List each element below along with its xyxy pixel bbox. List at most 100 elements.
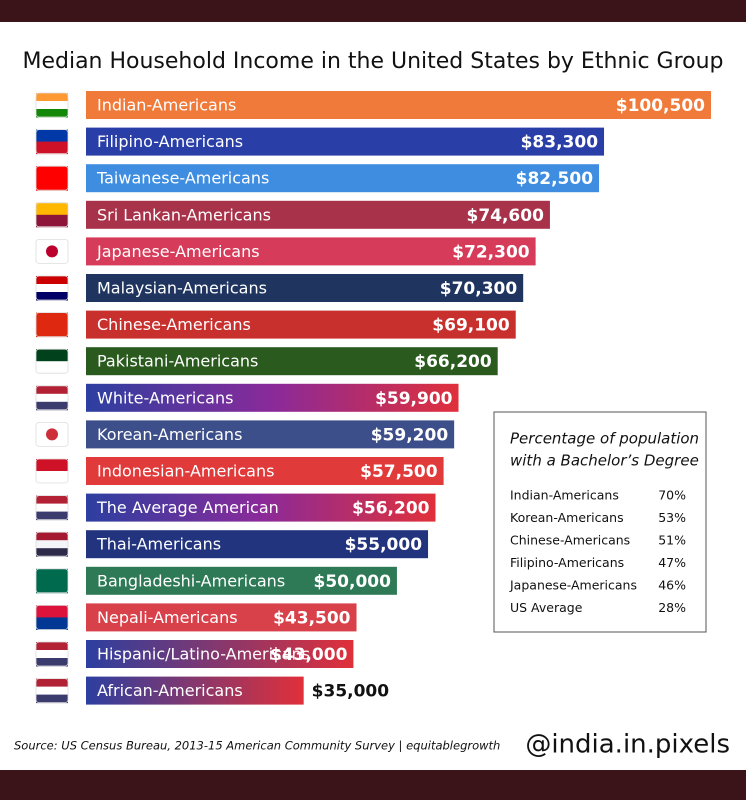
flag [46, 428, 58, 441]
bar [86, 530, 429, 559]
flag [36, 617, 68, 630]
bar-label: Indian-Americans [97, 96, 236, 115]
flag [36, 214, 68, 228]
value-label: $35,000 [312, 682, 390, 702]
inset-value: 46% [658, 578, 686, 593]
value-label: $55,000 [345, 535, 423, 555]
inset-box [493, 411, 707, 633]
flag [36, 568, 68, 582]
flag [46, 245, 58, 258]
value-label: $50,000 [314, 572, 392, 592]
flag [36, 292, 68, 301]
bar-label: Thai-Americans [96, 535, 221, 554]
value-label: $83,300 [521, 133, 599, 153]
flag [35, 129, 69, 155]
flag [36, 540, 68, 549]
value-label: $43,500 [273, 608, 351, 628]
bottom-band [0, 770, 746, 800]
flag [36, 312, 68, 326]
bar-label: Indonesian-Americans [97, 462, 274, 481]
value-label: $66,200 [414, 352, 492, 372]
flag [35, 495, 69, 521]
flag [36, 276, 68, 285]
value-label: $100,500 [616, 96, 705, 116]
flag [36, 694, 68, 704]
flag [36, 109, 68, 118]
flag [36, 434, 68, 447]
flag [36, 495, 68, 505]
bar [86, 603, 357, 632]
flag [35, 385, 69, 411]
inset-value: 47% [658, 555, 686, 570]
bar-label: Pakistani-Americans [97, 352, 258, 371]
flag [36, 548, 68, 557]
bar-label: Taiwanese-Americans [96, 169, 269, 188]
bar-label: Bangladeshi-Americans [97, 571, 285, 590]
flag [35, 275, 69, 301]
bar-label: Sri Lankan-Americans [97, 205, 271, 224]
bar [86, 640, 354, 668]
flag [36, 532, 68, 541]
bar [86, 383, 459, 412]
flag [36, 141, 68, 155]
flag [36, 503, 68, 513]
inset-label: Indian-Americans [510, 488, 619, 503]
flag [35, 238, 69, 264]
bar [86, 310, 516, 339]
flag [36, 385, 68, 395]
inset-value: 28% [658, 600, 686, 615]
flag [35, 348, 69, 374]
flag [36, 658, 68, 667]
value-label: $82,500 [516, 169, 594, 189]
flag [36, 93, 68, 102]
handle: @india.in.pixels [525, 730, 730, 760]
inset-title: with a Bachelor’s Degree [510, 452, 699, 470]
flag [35, 458, 69, 484]
bar [86, 127, 605, 156]
flag [36, 178, 68, 191]
inset-label: US Average [510, 600, 583, 615]
flag [35, 421, 69, 447]
bar-label: White-Americans [97, 388, 233, 407]
flag [36, 642, 68, 651]
bar [86, 676, 304, 705]
value-label: $74,600 [466, 206, 544, 226]
bar-label: Japanese-Americans [96, 242, 260, 261]
flag [36, 605, 68, 618]
flag [35, 92, 69, 118]
inset-title: Percentage of population [510, 430, 699, 448]
flag [36, 393, 68, 403]
flag [36, 349, 68, 362]
bar-label: Filipino-Americans [97, 132, 243, 151]
flag [36, 459, 68, 472]
flag [35, 531, 69, 557]
value-label: $57,500 [360, 462, 438, 482]
bar-label: Hispanic/Latino-Americans [97, 645, 310, 664]
flag [36, 284, 68, 293]
flag [35, 202, 69, 228]
flag [35, 605, 69, 630]
inset-label: Chinese-Americans [510, 533, 630, 548]
flag [35, 678, 69, 703]
flag [36, 101, 68, 110]
flag [36, 251, 68, 264]
bar [86, 457, 444, 485]
value-label: $69,100 [432, 316, 510, 336]
flag [36, 401, 68, 411]
bar-label: Malaysian-Americans [97, 279, 267, 298]
bar-label: Nepali-Americans [97, 608, 238, 627]
inset-label: Korean-Americans [510, 510, 624, 525]
flag [36, 511, 68, 521]
flag [36, 202, 68, 216]
flag [35, 641, 69, 667]
bar [86, 347, 498, 376]
inset-label: Filipino-Americans [510, 555, 624, 570]
flag [36, 324, 68, 338]
bar-label: Korean-Americans [97, 425, 242, 444]
bar-label: The Average American [96, 498, 279, 517]
value-label: $56,200 [352, 499, 430, 519]
bar [86, 274, 524, 302]
flag [36, 686, 68, 696]
inset-value: 51% [658, 533, 686, 548]
